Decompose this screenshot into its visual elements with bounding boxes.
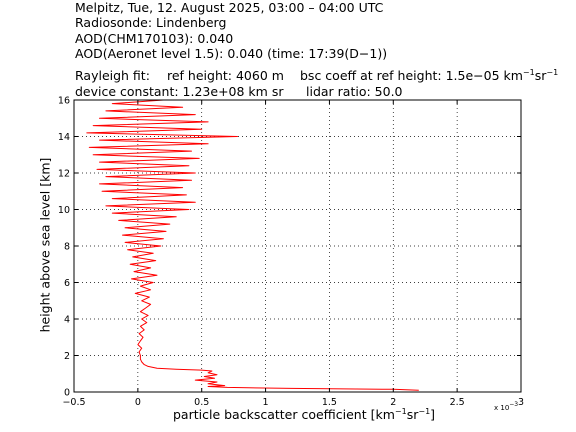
x-axis-label-prefix: particle backscatter coefficient [km [173,407,395,422]
x-multiplier-base: x 10 [494,404,510,412]
y-tick-label: 2 [64,351,70,362]
ref-height-text: ref height: 4060 m [167,68,284,83]
x-tick-label: 0 [135,397,141,408]
x-tick-label: 3 [518,397,524,408]
tick-marks [73,99,522,393]
y-tick-label: 12 [58,169,70,180]
y-tick-label: 14 [58,132,70,143]
bsc-coeff-unit: sr [534,68,547,83]
aod-aeronet-line: AOD(Aeronet level 1.5): 0.040 (time: 17:… [75,46,388,61]
x-tick-label: 1.5 [322,397,337,408]
x-axis-multiplier: x 10−3 [494,401,519,413]
y-tick-label: 4 [64,315,70,326]
bsc-coeff-prefix: bsc coeff at ref height: 1.5e−05 km [300,68,523,83]
bsc-coeff-exp1: −1 [522,68,535,77]
radiosonde-line: Radiosonde: Lindenberg [75,15,227,30]
x-tick-label: 1 [263,397,269,408]
device-constant-text: device constant: 1.23e+08 km sr [75,84,284,99]
y-tick-label: 8 [64,242,70,253]
y-tick-label: 6 [64,278,70,289]
x-axis-label-unit: sr [406,407,419,422]
aod-chm-line: AOD(CHM170103): 0.040 [75,31,234,46]
x-tick-label: 0.5 [194,397,209,408]
bsc-coeff-text: bsc coeff at ref height: 1.5e−05 km−1sr−… [300,68,558,83]
y-tick-label: 0 [64,388,70,399]
x-axis-label-suffix: ] [430,407,436,422]
lidar-ratio-text: lidar ratio: 50.0 [306,84,403,99]
x-tick-label: 2.5 [450,397,465,408]
title-line: Melpitz, Tue, 12. August 2025, 03:00 – 0… [75,0,384,15]
x-axis-label-exp2: −1 [418,407,431,416]
y-tick-label: 16 [58,96,70,107]
series-layer [86,99,419,391]
y-axis-label: height above sea level [km] [37,157,53,333]
x-axis-label-exp1: −1 [394,407,407,416]
bsc-coeff-exp2: −1 [546,68,559,77]
rayleigh-fit-label: Rayleigh fit: [75,68,150,83]
y-tick-label: 10 [58,205,70,216]
x-axis-label: particle backscatter coefficient [km−1sr… [173,407,435,422]
x-tick-label: −0.5 [62,397,85,408]
x-tick-label: 2 [390,397,396,408]
x-multiplier-exp: −3 [509,401,519,408]
backscatter-profile-line [86,99,419,391]
